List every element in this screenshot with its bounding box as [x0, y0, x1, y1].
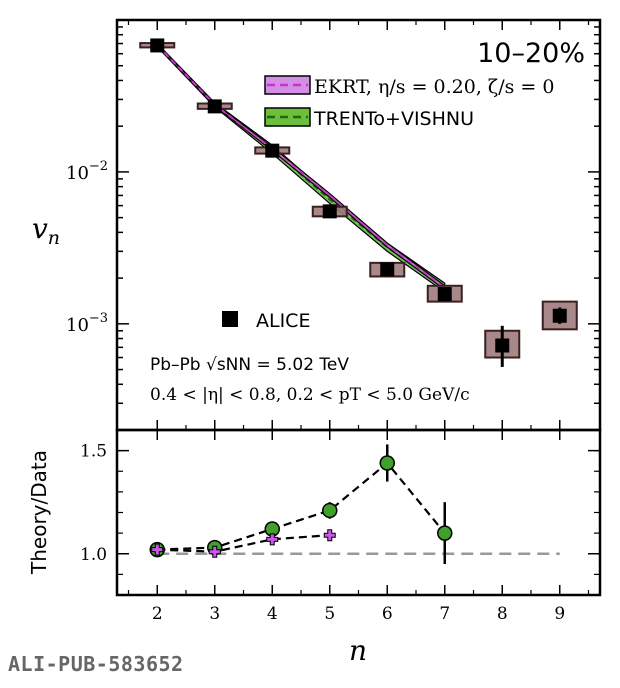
- ekrt-ratio-point: [209, 546, 220, 557]
- alice-data-point: [437, 287, 452, 302]
- alice-data-point: [265, 143, 280, 158]
- x-tick-label: 9: [554, 604, 565, 624]
- ekrt-ratio-point: [267, 534, 278, 545]
- vn-axis-label: vn: [32, 212, 60, 249]
- alice-data-point: [552, 308, 567, 323]
- vn-panel: 10−210−3 vn 10–20% EKRT, η/s = 0.20, ζ/s…: [32, 18, 602, 432]
- legend-trento-label: TRENTo+VISHNU: [313, 108, 474, 130]
- kinematic-cuts-label: 0.4 < |η| < 0.8, 0.2 < pT < 5.0 GeV/c: [150, 385, 470, 405]
- x-tick-label: 2: [152, 604, 163, 624]
- collision-system-label: Pb–Pb √sNN = 5.02 TeV: [150, 355, 349, 375]
- alice-data-point: [322, 204, 337, 219]
- y-tick-label-base: 10: [66, 315, 89, 336]
- x-tick-label: 4: [267, 604, 278, 624]
- trento-ratio-point: [379, 455, 395, 471]
- alice-data-point: [207, 99, 222, 114]
- x-tick-label: 3: [209, 604, 220, 624]
- centrality-label: 10–20%: [477, 38, 585, 69]
- vn-axis-sub: n: [48, 227, 60, 249]
- x-tick-label: 6: [382, 604, 393, 624]
- publication-id: ALI-PUB-583652: [8, 652, 184, 676]
- vn-axis-base: v: [32, 212, 48, 245]
- ekrt-ratio-line: [157, 534, 330, 553]
- ratio-y-tick-label: 1.5: [80, 442, 107, 462]
- ekrt-ratio-point: [324, 530, 335, 541]
- ratio-y-tick-label: 1.0: [80, 545, 107, 565]
- y-tick-label-base: 10: [66, 163, 89, 184]
- alice-data-point: [495, 338, 510, 353]
- ekrt-ratio-point: [152, 544, 163, 555]
- y-tick-label: 10−3: [66, 311, 108, 336]
- legend-alice-label: ALICE: [256, 310, 310, 332]
- theory-line-0: [156, 44, 446, 289]
- trento-ratio-line: [157, 461, 446, 551]
- trento-ratio-point: [322, 502, 338, 519]
- y-tick-label: 10−2: [66, 159, 108, 184]
- legend-alice-marker: [222, 311, 238, 327]
- x-tick-label: 7: [439, 604, 450, 624]
- ratio-axis-label: Theory/Data: [27, 450, 51, 575]
- n-axis-label: n: [349, 634, 367, 667]
- y-tick-label-exp: −3: [89, 311, 108, 326]
- x-tick-label: 5: [324, 604, 335, 624]
- y-tick-label-exp: −2: [89, 159, 108, 174]
- bottom-panel-frame: [115, 428, 602, 597]
- legend-ekrt-label: EKRT, η/s = 0.20, ζ/s = 0: [314, 76, 554, 98]
- alice-data-point: [150, 38, 165, 53]
- theory-legend: EKRT, η/s = 0.20, ζ/s = 0 TRENTo+VISHNU: [264, 75, 554, 130]
- trento-ratio-point: [437, 525, 453, 541]
- alice-data-point: [380, 262, 395, 277]
- x-tick-label: 8: [497, 604, 508, 624]
- ratio-panel: 1.0 1.5 2 3 4 5 6 7 8 9 Theory/Data n: [27, 428, 602, 667]
